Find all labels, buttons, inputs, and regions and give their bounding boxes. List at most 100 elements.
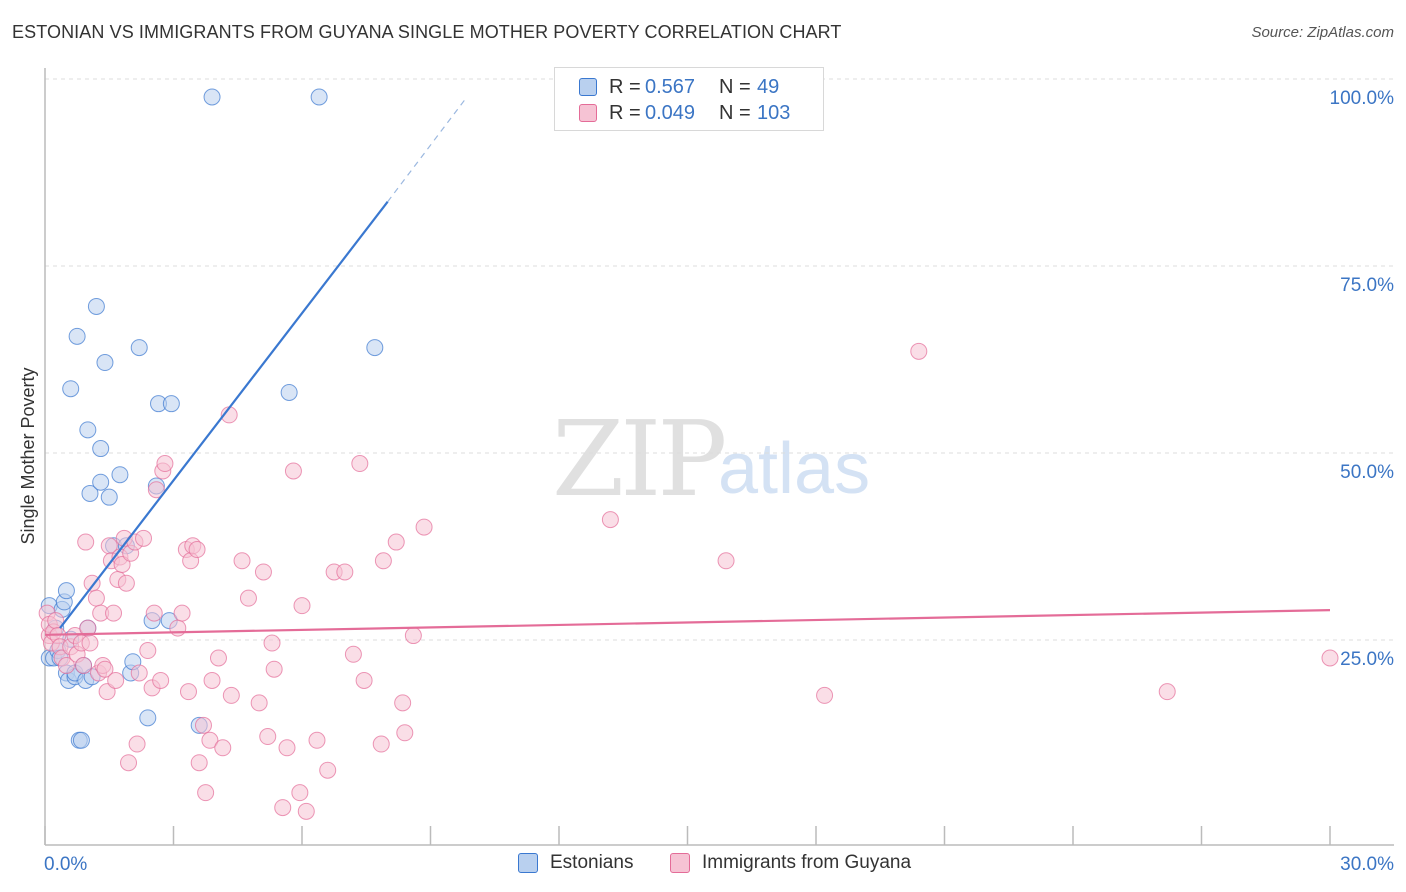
legend-r-label: R = [609, 101, 641, 124]
guyana-point [117, 574, 135, 592]
guyana-point [319, 761, 337, 779]
guyana-point [145, 604, 163, 622]
legend-swatch-blue [579, 78, 597, 96]
guyana-point [816, 686, 834, 704]
guyana-point [128, 735, 146, 753]
guyana-point [291, 784, 309, 802]
estonians-point [92, 440, 110, 458]
guyana-point [284, 462, 302, 480]
correlation-legend: R = 0.567 N = 49 R = 0.049 N = 103 [554, 67, 824, 131]
guyana-point [147, 481, 165, 499]
guyana-point [404, 627, 422, 645]
estonians-point [310, 88, 328, 106]
guyana-point [156, 455, 174, 473]
legend-row-guyana: R = 0.049 N = 103 [579, 100, 790, 126]
guyana-point [910, 342, 928, 360]
guyana-point [96, 660, 114, 678]
guyana-point [194, 716, 212, 734]
x-tick-label-right: 30.0% [1340, 854, 1394, 875]
legend-n-value: 103 [757, 101, 791, 124]
estonians-point [87, 297, 105, 315]
guyana-point [105, 604, 123, 622]
estonians-point [79, 421, 97, 439]
y-tick-label: 25.0% [1340, 649, 1394, 670]
estonians-point [203, 88, 221, 106]
guyana-point [203, 671, 221, 689]
legend-n-label: N = [719, 101, 751, 124]
guyana-point [222, 686, 240, 704]
guyana-point [372, 735, 390, 753]
guyana-point [77, 533, 95, 551]
guyana-point [135, 529, 153, 547]
guyana-point [113, 556, 131, 573]
legend-n-value: 49 [757, 75, 780, 98]
guyana-point [1158, 683, 1176, 701]
guyana-point [265, 660, 283, 678]
guyana-point [394, 694, 412, 712]
guyana-point [387, 533, 405, 551]
guyana-point [355, 671, 373, 689]
bottom-legend-swatch-blue [518, 853, 538, 873]
guyana-point [169, 619, 187, 637]
bottom-legend-swatch-pink [670, 853, 690, 873]
bottom-legend-label: Immigrants from Guyana [702, 852, 912, 873]
guyana-point [173, 604, 191, 622]
bottom-legend-label: Estonians [550, 852, 634, 873]
guyana-point [81, 634, 99, 652]
guyana-point [214, 739, 232, 757]
estonians-point [62, 380, 80, 398]
guyana-point [179, 683, 197, 701]
guyana-point [601, 511, 619, 529]
guyana-point [201, 731, 219, 749]
estonians-point [72, 731, 90, 749]
guyana-point [250, 694, 268, 712]
guyana-point [190, 754, 208, 772]
guyana-point [717, 552, 735, 570]
estonians-point [92, 473, 110, 491]
legend-n-label: N = [719, 75, 751, 98]
legend-r-label: R = [609, 75, 641, 98]
guyana-point [374, 552, 392, 570]
guyana-point [263, 634, 281, 652]
bottom-legend-estonians[interactable]: Estonians [518, 852, 633, 874]
guyana-point [278, 739, 296, 757]
guyana-point [293, 597, 311, 615]
estonians-point [111, 466, 129, 484]
estonians-trend-line [59, 201, 389, 629]
y-tick-label: 100.0% [1330, 88, 1395, 109]
guyana-point [344, 645, 362, 663]
guyana-point [87, 589, 105, 607]
guyana-point [259, 728, 277, 746]
guyana-point [274, 799, 292, 817]
estonians-point [68, 327, 86, 345]
estonians-point [100, 488, 118, 506]
bottom-legend-guyana[interactable]: Immigrants from Guyana [670, 852, 911, 874]
estonians-point [96, 354, 114, 372]
estonians-point [81, 484, 99, 502]
guyana-point [233, 552, 251, 570]
watermark-atlas: atlas [718, 429, 871, 509]
guyana-point [188, 541, 206, 559]
watermark-zip: ZIP [552, 398, 727, 520]
guyana-point [336, 563, 354, 581]
legend-r-value: 0.567 [645, 75, 696, 98]
guyana-point [1321, 649, 1339, 667]
guyana-point [139, 642, 157, 660]
guyana-point [120, 754, 138, 772]
guyana-point [130, 664, 148, 682]
guyana-point [308, 731, 326, 749]
guyana-point [57, 656, 75, 674]
x-tick-label-left: 0.0% [44, 854, 87, 875]
guyana-point [75, 656, 93, 674]
legend-swatch-pink [579, 104, 597, 122]
estonians-point [139, 709, 157, 727]
guyana-point [254, 563, 272, 581]
guyana-point [98, 683, 116, 701]
y-tick-label: 50.0% [1340, 462, 1394, 483]
estonians-point [162, 395, 180, 413]
source-label: Source: ZipAtlas.com [1251, 24, 1394, 41]
legend-row-estonians: R = 0.567 N = 49 [579, 74, 779, 100]
guyana-point [415, 518, 433, 536]
guyana-point [351, 455, 369, 473]
